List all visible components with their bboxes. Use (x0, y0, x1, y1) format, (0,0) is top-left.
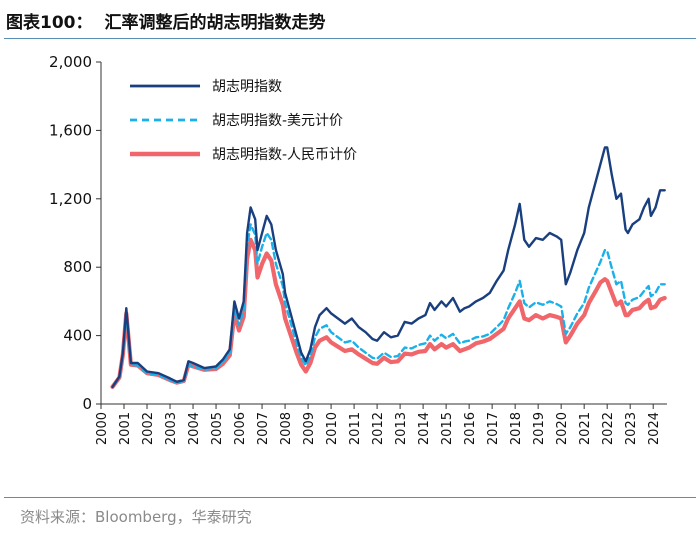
y-tick-label: 0 (82, 395, 92, 413)
x-tick-label: 2004 (187, 412, 202, 445)
x-tick-label: 2003 (164, 412, 179, 445)
y-tick-label: 2,000 (49, 53, 92, 71)
x-tick-label: 2021 (578, 412, 593, 445)
figure-label: 图表100： (6, 13, 93, 33)
x-tick-label: 2017 (486, 412, 501, 445)
x-tick-label: 2014 (417, 412, 432, 445)
bottom-divider (4, 497, 696, 498)
y-tick-label: 400 (63, 327, 92, 345)
legend-label-1: 胡志明指数-美元计价 (212, 113, 343, 129)
series-line-0 (111, 146, 666, 389)
y-tick-label: 1,600 (49, 121, 92, 139)
y-tick-label: 800 (63, 258, 92, 276)
x-tick-label: 2012 (371, 412, 386, 445)
x-tick-label: 2023 (624, 412, 639, 445)
x-tick-label: 2013 (394, 412, 409, 445)
x-tick-label: 2000 (95, 412, 110, 445)
x-tick-label: 2007 (256, 412, 271, 445)
top-divider (4, 38, 696, 39)
x-tick-label: 2020 (555, 412, 570, 445)
legend-label-0: 胡志明指数 (212, 79, 282, 95)
legend-label-2: 胡志明指数-人民币计价 (212, 147, 357, 163)
x-tick-label: 2011 (348, 412, 363, 445)
x-tick-label: 2001 (118, 412, 133, 445)
x-tick-label: 2002 (141, 412, 156, 445)
x-tick-label: 2018 (509, 412, 524, 445)
x-tick-label: 2022 (601, 412, 616, 445)
source-note: 资料来源：Bloomberg，华泰研究 (20, 508, 252, 526)
x-tick-label: 2015 (440, 412, 455, 445)
x-tick-label: 2009 (302, 412, 317, 445)
x-tick-label: 2024 (647, 412, 662, 445)
x-tick-label: 2019 (532, 412, 547, 445)
y-tick-label: 1,200 (49, 190, 92, 208)
figure-title-text: 汇率调整后的胡志明指数走势 (104, 13, 326, 33)
x-tick-label: 2016 (463, 412, 478, 445)
x-tick-label: 2006 (233, 412, 248, 445)
x-tick-label: 2008 (279, 412, 294, 445)
x-tick-label: 2010 (325, 412, 340, 445)
chart-title: 图表100： 汇率调整后的胡志明指数走势 (6, 8, 326, 33)
x-tick-label: 2005 (210, 412, 225, 445)
